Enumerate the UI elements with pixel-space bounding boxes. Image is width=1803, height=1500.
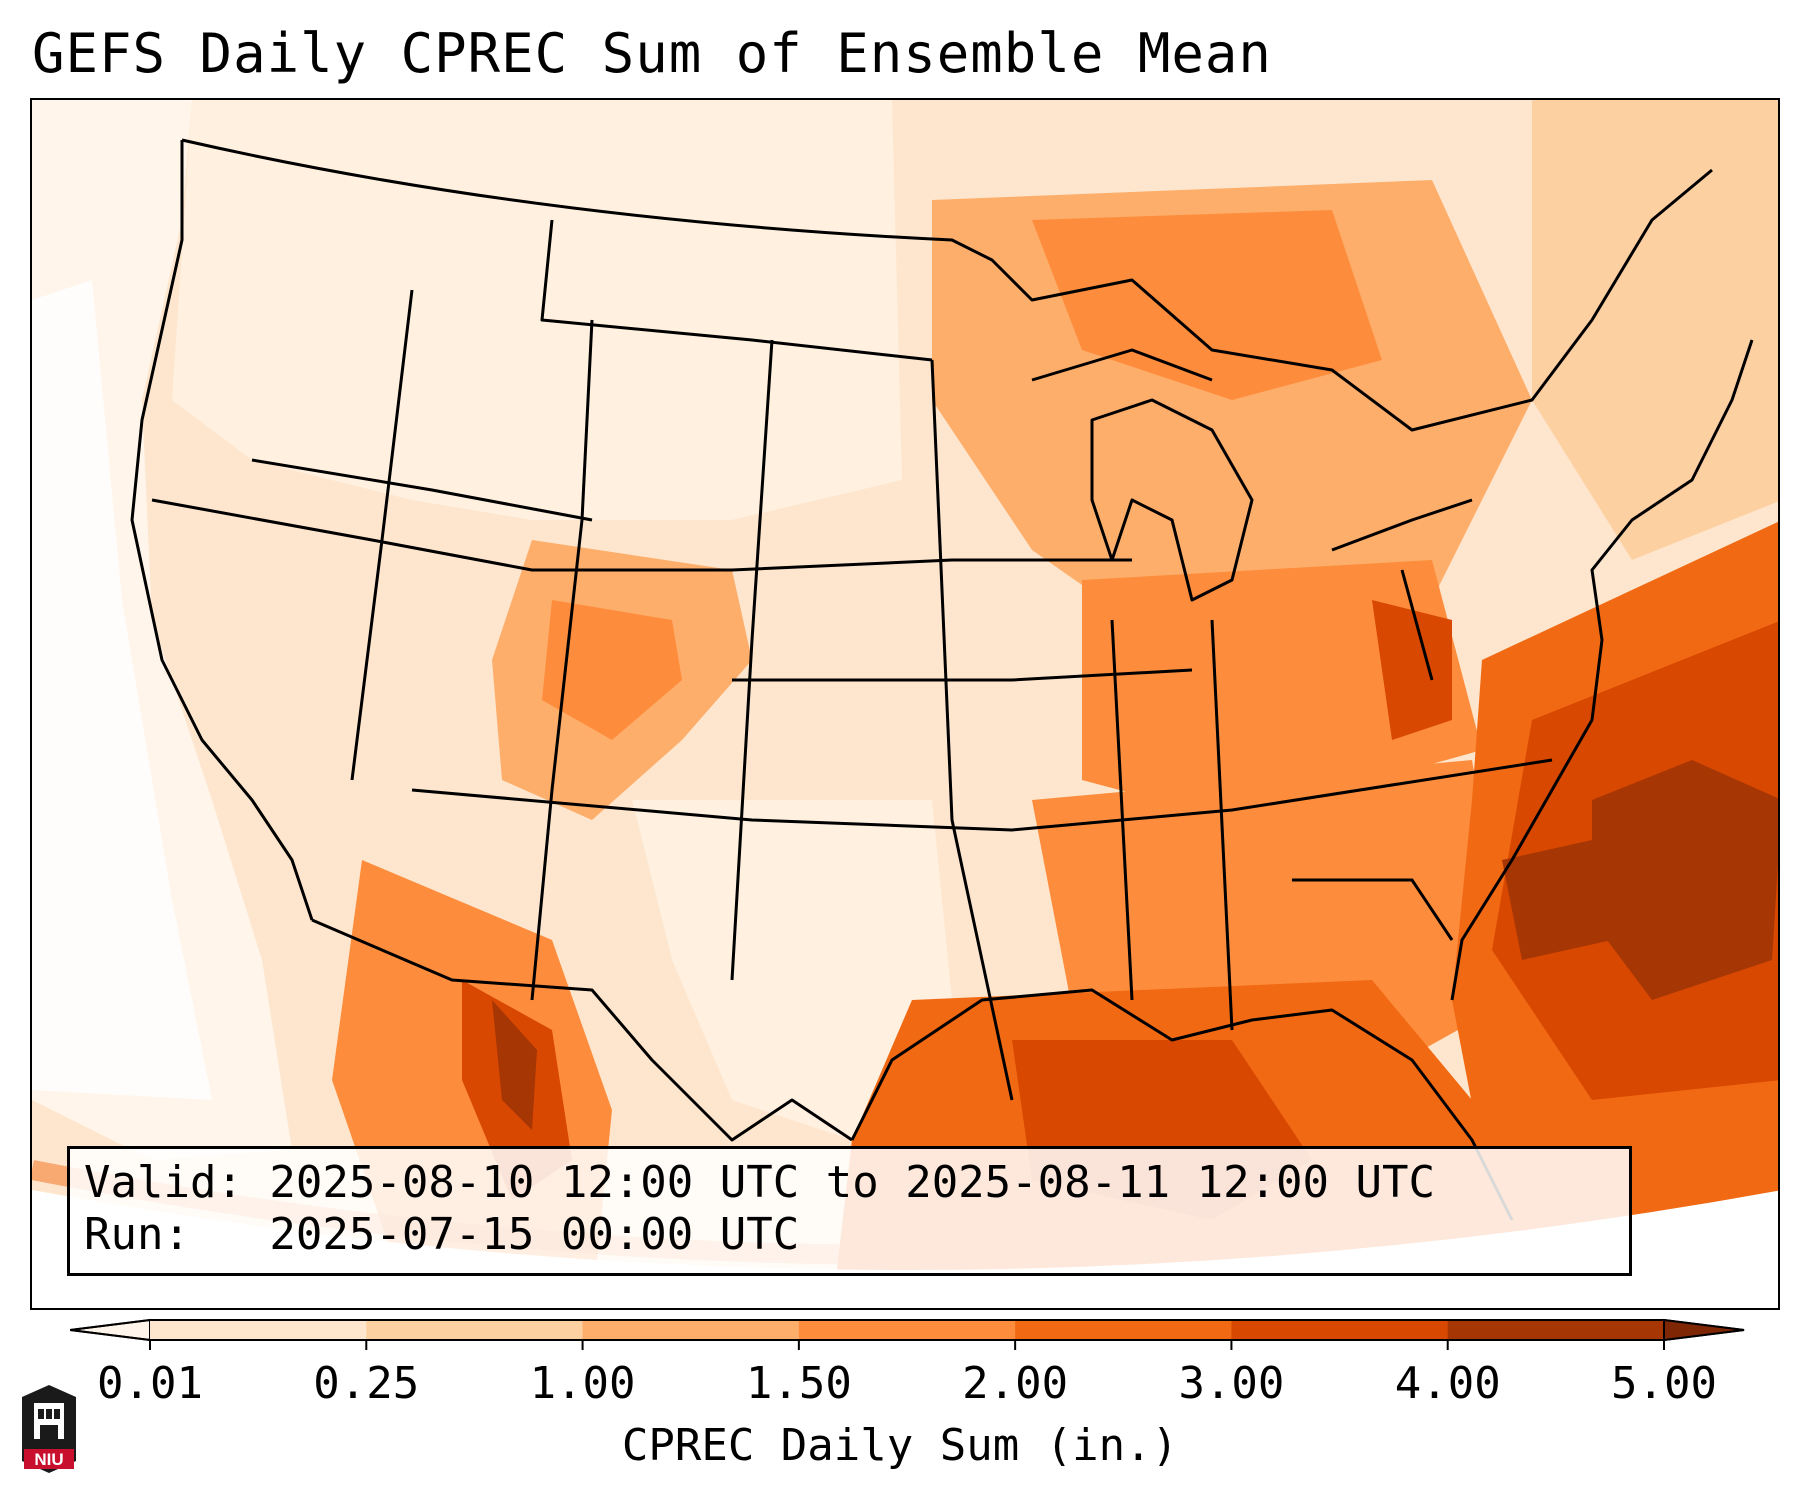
valid-time-text: Valid: 2025-08-10 12:00 UTC to 2025-08-1… bbox=[84, 1157, 1436, 1208]
great-lakes-erie bbox=[1331, 498, 1473, 552]
colorbar-tick-label: 2.00 bbox=[962, 1358, 1069, 1409]
border-us-canada bbox=[181, 138, 1713, 432]
region-sierra-madre-peak bbox=[492, 1000, 537, 1130]
state-line-9 bbox=[732, 668, 1193, 682]
valid-run-info-box: Valid: 2025-08-10 12:00 UTC to 2025-08-1… bbox=[67, 1146, 1632, 1276]
colorbar-tick-label: 3.00 bbox=[1178, 1358, 1285, 1409]
boundaries bbox=[130, 138, 1754, 1221]
region-appalachians-core bbox=[1372, 600, 1452, 740]
map-canvas bbox=[32, 100, 1778, 1308]
colorbar-tick-label: 0.01 bbox=[97, 1358, 203, 1409]
colorbar-tick-label: 1.50 bbox=[745, 1358, 852, 1409]
colorbar-tick-label: 1.00 bbox=[529, 1358, 636, 1409]
state-line-8 bbox=[540, 219, 933, 362]
region-pacific-open bbox=[32, 280, 212, 1100]
state-line-12 bbox=[1292, 878, 1454, 941]
region-atlantic-peak-1 bbox=[1592, 760, 1778, 1000]
state-line-1 bbox=[151, 498, 1132, 572]
colorbar-segment bbox=[1231, 1320, 1449, 1340]
colorbar-segment bbox=[1015, 1320, 1232, 1340]
colorbar-ticks bbox=[149, 1340, 1665, 1350]
region-southern-rockies-core bbox=[542, 600, 682, 740]
border-us-mexico bbox=[311, 918, 853, 1142]
coast-gulf bbox=[850, 988, 1514, 1221]
coast-atlantic bbox=[1450, 339, 1754, 1001]
great-lakes-michigan bbox=[1090, 398, 1254, 602]
region-atlantic-peak-2 bbox=[1502, 840, 1612, 960]
great-lakes-superior bbox=[1031, 348, 1213, 382]
state-line-11 bbox=[1210, 619, 1234, 1031]
logo-text: NIU bbox=[34, 1450, 63, 1469]
state-line-3 bbox=[530, 319, 594, 1001]
colorbar-segment bbox=[582, 1320, 800, 1340]
colorbar-segments bbox=[70, 1319, 1745, 1341]
colorbar-tick-label: 4.00 bbox=[1394, 1358, 1501, 1409]
colorbar-extend-min bbox=[70, 1318, 151, 1342]
colorbar-segment bbox=[150, 1320, 367, 1340]
coast-pacific bbox=[130, 140, 314, 921]
colorbar-label: CPREC Daily Sum (in.) bbox=[621, 1420, 1179, 1471]
region-texas bbox=[632, 800, 952, 1140]
colorbar-tick-label: 5.00 bbox=[1611, 1358, 1717, 1409]
map-title: GEFS Daily CPREC Sum of Ensemble Mean bbox=[32, 22, 1272, 85]
state-line-2 bbox=[350, 289, 414, 781]
niu-logo-icon: NIU bbox=[22, 1385, 76, 1473]
state-line-13 bbox=[1400, 569, 1434, 681]
colorbar-segment bbox=[366, 1320, 584, 1340]
colorbar-segment bbox=[1447, 1320, 1665, 1340]
state-line-7 bbox=[251, 458, 593, 522]
state-line-5 bbox=[930, 359, 1014, 1101]
state-line-6 bbox=[411, 758, 1553, 832]
region-northern-plains bbox=[172, 100, 902, 520]
state-line-4 bbox=[730, 339, 774, 981]
run-time-text: Run: 2025-07-15 00:00 UTC bbox=[84, 1209, 800, 1260]
colorbar-tick-label: 0.25 bbox=[313, 1358, 420, 1409]
colorbar-extend-max bbox=[1663, 1318, 1745, 1342]
colorbar-segment bbox=[798, 1320, 1016, 1340]
precip-map bbox=[30, 98, 1780, 1310]
colorbar bbox=[70, 1318, 1745, 1350]
region-maritimes bbox=[1532, 100, 1778, 560]
projection-edge bbox=[32, 1190, 1778, 1308]
state-line-10 bbox=[1110, 619, 1134, 1001]
